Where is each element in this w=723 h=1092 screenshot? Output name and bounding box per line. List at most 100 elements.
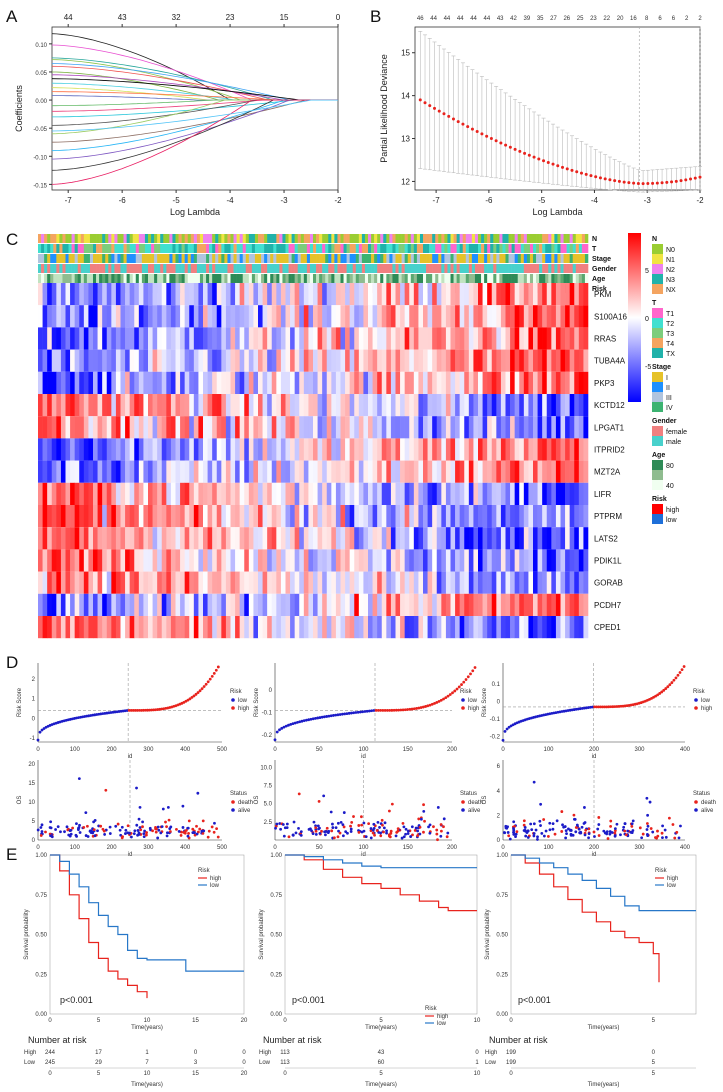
heatmap-cell bbox=[290, 571, 295, 594]
heatmap-cell bbox=[445, 371, 451, 394]
heatmap-cell bbox=[225, 349, 231, 372]
annotation-cell bbox=[215, 254, 219, 263]
heatmap-cell bbox=[56, 549, 62, 572]
heatmap-cell bbox=[574, 549, 580, 572]
heatmap-cell bbox=[38, 349, 43, 372]
annotation-cell bbox=[361, 264, 366, 273]
legend-dot-death bbox=[461, 800, 465, 804]
annotation-cell bbox=[456, 254, 460, 263]
y-tick-label: -0.05 bbox=[33, 127, 47, 133]
annotation-cell bbox=[432, 274, 436, 283]
annotation-cell bbox=[511, 264, 515, 273]
os-point-alive bbox=[362, 829, 366, 833]
heatmap-cell bbox=[253, 305, 259, 328]
risk-point bbox=[682, 665, 686, 668]
heatmap-cell bbox=[230, 616, 236, 639]
os-point-death bbox=[624, 833, 628, 837]
os-point-alive bbox=[177, 830, 181, 833]
heatmap-cell bbox=[514, 527, 520, 550]
deviance-point bbox=[698, 175, 702, 179]
annotation-cell bbox=[566, 244, 570, 253]
annotation-cell bbox=[481, 234, 485, 243]
heatmap-cell bbox=[413, 327, 419, 350]
heatmap-cell bbox=[244, 527, 250, 550]
annotation-cell bbox=[514, 264, 519, 273]
heatmap-cell bbox=[404, 527, 410, 550]
os-point-alive bbox=[161, 807, 165, 811]
os-point-alive bbox=[605, 830, 609, 833]
heatmap-cell bbox=[523, 371, 529, 394]
heatmap-cell bbox=[368, 394, 373, 417]
heatmap-cell bbox=[184, 527, 190, 550]
os-point-death bbox=[92, 828, 96, 832]
annotation-cell bbox=[47, 234, 51, 243]
heatmap-cell bbox=[271, 394, 277, 417]
os-point-death bbox=[139, 828, 143, 832]
legend-label: low bbox=[701, 698, 711, 704]
heatmap-cell bbox=[207, 305, 213, 328]
os-point-death bbox=[623, 829, 627, 833]
deviance-point bbox=[466, 125, 470, 129]
risk-point bbox=[365, 709, 369, 713]
annotation-cell bbox=[407, 254, 412, 263]
heatmap-cell bbox=[317, 460, 323, 483]
heatmap-cell bbox=[198, 438, 204, 461]
os-point-alive bbox=[661, 824, 664, 828]
annotation-cell bbox=[138, 234, 143, 243]
heatmap-cell bbox=[317, 593, 323, 616]
heatmap-cell bbox=[583, 571, 589, 594]
x-axis-label: Time(years) bbox=[588, 1025, 620, 1031]
heatmap-cell bbox=[216, 283, 222, 306]
annotation-cell bbox=[578, 244, 583, 253]
annotation-cell bbox=[163, 274, 167, 283]
risk-point bbox=[204, 682, 208, 686]
os-point-death bbox=[184, 829, 188, 832]
heatmap-cell bbox=[175, 616, 181, 639]
heatmap-cell bbox=[88, 305, 94, 328]
annotation-cell bbox=[215, 264, 219, 273]
deviance-point bbox=[575, 170, 579, 174]
heatmap-cell bbox=[505, 327, 511, 350]
heatmap-cell bbox=[478, 593, 483, 616]
heatmap-cell bbox=[340, 549, 346, 572]
annotation-cell bbox=[526, 244, 531, 253]
heatmap-cell bbox=[565, 593, 570, 616]
heatmap-cell bbox=[358, 416, 364, 439]
os-point-death bbox=[360, 823, 364, 827]
heatmap-cell bbox=[248, 571, 254, 594]
annotation-cell bbox=[584, 254, 589, 263]
heatmap-cell bbox=[65, 327, 71, 350]
os-point-alive bbox=[608, 832, 612, 836]
heatmap-cell bbox=[551, 527, 557, 550]
heatmap-cell bbox=[340, 416, 346, 439]
os-point-death bbox=[379, 834, 383, 838]
os-point-death bbox=[592, 830, 596, 834]
os-point-death bbox=[667, 816, 671, 820]
heatmap-cell bbox=[313, 505, 318, 528]
heatmap-cell bbox=[578, 438, 584, 461]
annotation-cell bbox=[230, 264, 234, 273]
number-at-risk-title: Number at risk bbox=[28, 1035, 87, 1045]
risk-point bbox=[316, 716, 320, 720]
heatmap-cell bbox=[235, 416, 240, 439]
heatmap-cell bbox=[271, 593, 277, 616]
heatmap-cell bbox=[88, 438, 94, 461]
heatmap-cell bbox=[271, 460, 277, 483]
coef-path-g2 bbox=[51, 44, 338, 101]
os-point-alive bbox=[282, 834, 286, 838]
annotation-cell bbox=[108, 244, 112, 253]
annotation-cell bbox=[114, 234, 118, 243]
heatmap-cell bbox=[427, 349, 433, 372]
heatmap-cell bbox=[303, 438, 309, 461]
annotation-cell bbox=[358, 244, 363, 253]
heatmap-cell bbox=[478, 416, 483, 439]
annotation-cell bbox=[551, 254, 555, 263]
heatmap-cell bbox=[354, 305, 360, 328]
heatmap-cell bbox=[505, 593, 511, 616]
os-point-alive bbox=[530, 828, 534, 832]
heatmap-cell bbox=[285, 438, 291, 461]
heatmap-cell bbox=[313, 527, 318, 550]
annotation-cell bbox=[441, 234, 445, 243]
heatmap-cell bbox=[432, 460, 438, 483]
annotation-cell bbox=[221, 254, 225, 263]
